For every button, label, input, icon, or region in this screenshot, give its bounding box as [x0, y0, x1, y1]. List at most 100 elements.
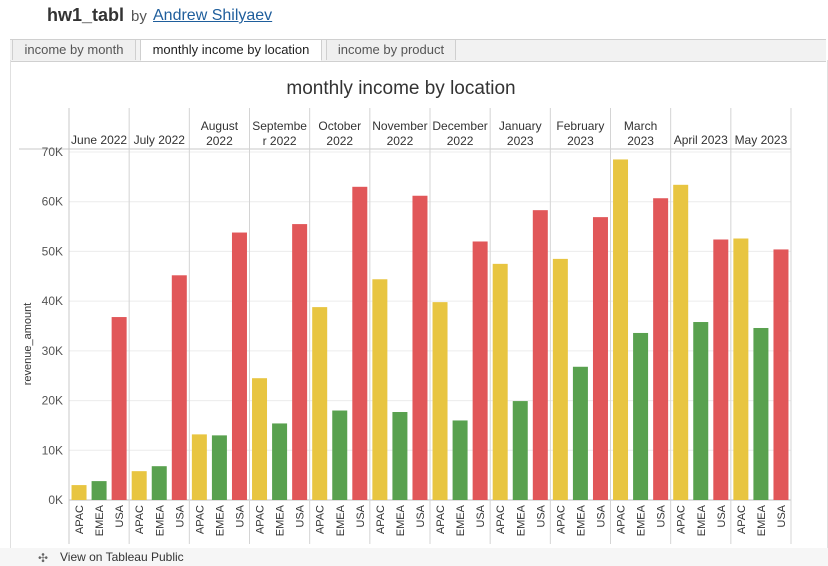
bar-emea[interactable] [572, 366, 588, 500]
bar-usa[interactable] [352, 186, 368, 501]
x-tick-label: APAC [194, 505, 206, 534]
bar-usa[interactable] [592, 217, 608, 500]
bar-apac[interactable] [733, 238, 749, 500]
bar-usa[interactable] [231, 232, 247, 500]
view-on-tableau-link[interactable]: View on Tableau Public [60, 550, 184, 564]
bar-emea[interactable] [211, 435, 227, 500]
x-tick-label: EMEA [696, 504, 708, 536]
month-header: December [432, 119, 487, 133]
x-tick-label: EMEA [335, 504, 347, 536]
bar-chart: monthly income by location revenue_amoun… [19, 78, 792, 544]
bar-apac[interactable] [552, 258, 568, 500]
x-tick-label: USA [656, 504, 668, 527]
bar-usa[interactable] [292, 224, 308, 501]
x-tick-label: EMEA [756, 504, 768, 536]
tab-monthly-income-by-location[interactable]: monthly income by location [140, 40, 322, 61]
bars [71, 159, 789, 501]
bar-apac[interactable] [252, 378, 268, 500]
x-tick-label: USA [535, 504, 547, 527]
x-tick-label: APAC [255, 505, 267, 534]
workbook-title: hw1_tabl [47, 5, 125, 25]
viz-area: monthly income by location revenue_amoun… [10, 60, 828, 548]
bar-usa[interactable] [171, 275, 187, 500]
bar-emea[interactable] [332, 410, 348, 500]
tab-income-by-product[interactable]: income by product [326, 40, 456, 60]
bar-emea[interactable] [392, 412, 408, 500]
bar-apac[interactable] [432, 302, 448, 500]
x-tick-label: EMEA [154, 504, 166, 536]
y-tick-label: 70K [42, 145, 63, 159]
by-label: by [131, 8, 147, 25]
y-tick-label: 10K [42, 443, 63, 457]
x-tick-label: USA [234, 504, 246, 527]
x-tick-label: APAC [134, 505, 146, 534]
bar-emea[interactable] [633, 332, 649, 500]
y-tick-label: 50K [42, 244, 63, 258]
bar-emea[interactable] [91, 481, 107, 500]
y-tick-label: 60K [42, 195, 63, 209]
x-tick-label: EMEA [455, 504, 467, 536]
bar-emea[interactable] [151, 466, 167, 500]
bar-apac[interactable] [673, 184, 689, 500]
x-tick-label: EMEA [515, 504, 527, 536]
x-tick-label: APAC [435, 505, 447, 534]
bar-usa[interactable] [532, 210, 548, 500]
footer-bar: ✣ View on Tableau Public [0, 548, 828, 566]
x-tick-label: APAC [555, 505, 567, 534]
month-header: 2023 [567, 134, 594, 148]
bar-usa[interactable] [713, 239, 729, 501]
bar-emea[interactable] [512, 401, 528, 500]
bar-emea[interactable] [272, 423, 288, 500]
bar-usa[interactable] [773, 249, 789, 500]
top-bar: hw1_tabl by Andrew Shilyaev [0, 0, 828, 38]
author-link[interactable]: Andrew Shilyaev [153, 7, 273, 24]
chart-title: monthly income by location [286, 78, 515, 99]
bar-usa[interactable] [111, 317, 127, 500]
bar-usa[interactable] [653, 198, 669, 500]
x-tick-label: EMEA [94, 504, 106, 536]
x-tick-label: APAC [736, 505, 748, 534]
x-tick-label: APAC [74, 505, 86, 534]
y-axis-label: revenue_amount [22, 303, 34, 386]
tab-income-by-month[interactable]: income by month [12, 40, 136, 60]
bar-emea[interactable] [452, 420, 468, 500]
bar-apac[interactable] [191, 434, 207, 500]
bar-usa[interactable] [412, 195, 428, 500]
month-header: 2022 [206, 134, 233, 148]
x-tick-label: USA [415, 504, 427, 527]
bar-usa[interactable] [472, 241, 488, 500]
x-tick-label: EMEA [275, 504, 287, 536]
month-header: 2022 [387, 134, 414, 148]
bar-apac[interactable] [71, 485, 87, 500]
month-header: 2023 [507, 134, 534, 148]
month-header: April 2023 [674, 133, 728, 147]
bar-apac[interactable] [492, 263, 508, 500]
bar-apac[interactable] [613, 159, 629, 500]
x-tick-label: USA [295, 504, 307, 527]
bar-apac[interactable] [312, 307, 328, 500]
y-axis-ticks: 0K 10K 20K 30K 40K 50K 60K 70K [42, 145, 63, 507]
bar-emea[interactable] [693, 322, 709, 500]
month-header: 2022 [326, 134, 353, 148]
x-tick-label: USA [475, 504, 487, 527]
y-tick-label: 40K [42, 294, 63, 308]
x-tick-label: USA [114, 504, 126, 527]
month-header: January [499, 119, 542, 133]
bar-apac[interactable] [372, 279, 388, 500]
x-tick-label: APAC [676, 505, 688, 534]
x-tick-label: APAC [375, 505, 387, 534]
bar-emea[interactable] [753, 327, 769, 500]
month-header: August [201, 119, 239, 133]
bar-apac[interactable] [131, 471, 147, 500]
x-tick-label: EMEA [214, 504, 226, 536]
sheet-tabs: income by month monthly income by locati… [10, 39, 826, 62]
month-header: March [624, 119, 657, 133]
month-header: r 2022 [263, 134, 297, 148]
x-tick-label: EMEA [575, 504, 587, 536]
x-tick-label: USA [355, 504, 367, 527]
month-header: July 2022 [134, 133, 186, 147]
month-header: 2022 [447, 134, 474, 148]
x-tick-label: USA [776, 504, 788, 527]
month-header: Septembe [252, 119, 307, 133]
